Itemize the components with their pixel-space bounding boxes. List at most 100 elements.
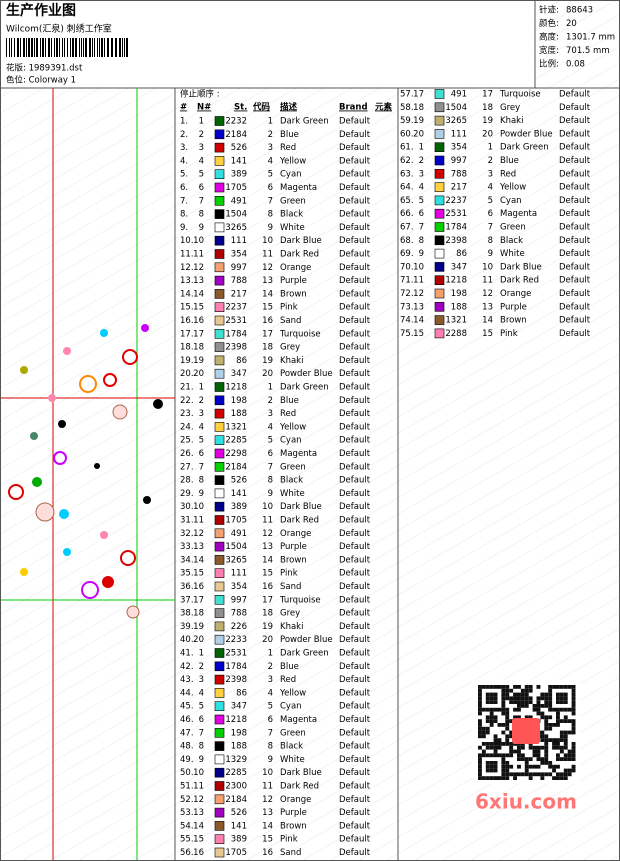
colorway: 色位: Colorway 1 (6, 75, 76, 86)
table-caption: 停止顺序 : (180, 89, 220, 100)
needle: 7 (199, 196, 204, 206)
stitches: 2237 (225, 303, 247, 313)
code: 17 (482, 90, 493, 100)
code: 4 (268, 422, 273, 432)
qr-cell (478, 696, 482, 701)
brand: Default (339, 170, 371, 180)
qr-cell (548, 772, 553, 777)
bar (79, 38, 80, 57)
qr-cell (536, 707, 541, 712)
bar (20, 38, 21, 57)
qr-cell (505, 723, 510, 727)
brand: Default (559, 156, 591, 166)
qr-cell (548, 696, 553, 701)
swatch (214, 515, 225, 525)
qr-cell (544, 757, 549, 761)
qr-cell (552, 768, 556, 773)
qr-cell (489, 745, 494, 750)
needle: 5 (199, 436, 204, 446)
qr-cell (567, 772, 572, 777)
description: Powder Blue (500, 129, 553, 139)
qr-cell (501, 704, 506, 708)
brand: Default (339, 356, 371, 366)
description: Khaki (280, 622, 303, 632)
row-index: 19. (180, 356, 194, 366)
needle: 11 (413, 276, 424, 286)
swatch (214, 794, 225, 805)
qr-cell (489, 685, 494, 689)
bar (23, 38, 25, 57)
qr-cell (497, 742, 502, 746)
swatch (434, 115, 445, 126)
brand: Default (339, 569, 371, 579)
needle: 7 (199, 728, 204, 738)
row-index: 30. (180, 502, 194, 512)
description: Orange (500, 289, 531, 299)
bar (111, 38, 113, 57)
needle: 12 (193, 263, 204, 273)
swatch (214, 781, 225, 791)
bar (14, 38, 15, 57)
brand: Default (339, 236, 371, 246)
needle: 14 (193, 821, 204, 831)
row-index: 38. (180, 609, 194, 619)
stat-value: 20 (566, 19, 577, 29)
qr-cell (501, 776, 506, 780)
row-index: 59. (400, 116, 414, 126)
qr-code (472, 680, 580, 784)
description: Powder Blue (280, 635, 333, 645)
stitches: 217 (231, 289, 247, 299)
qr-cell (556, 700, 560, 704)
qr-cell (513, 707, 517, 712)
qr-cell (524, 700, 529, 704)
code: 10 (482, 262, 493, 272)
row-index: 32. (180, 529, 194, 539)
bar (42, 38, 44, 57)
description: Grey (500, 103, 520, 113)
description: Yellow (279, 422, 306, 432)
stitches: 188 (231, 742, 247, 752)
qr-cell (501, 696, 506, 701)
stitches: 1705 (225, 183, 247, 193)
description: Sand (280, 582, 301, 592)
stitches: 2531 (225, 649, 247, 659)
qr-cell (540, 757, 545, 761)
swatch (214, 382, 225, 392)
qr-cell (478, 730, 482, 735)
description: Cyan (280, 702, 302, 712)
qr-cell (544, 772, 549, 777)
swatch (214, 488, 225, 499)
qr-cell (571, 696, 576, 701)
code: 3 (488, 169, 493, 179)
code: 3 (268, 143, 273, 153)
code: 14 (262, 821, 273, 831)
qr-cell (536, 685, 541, 689)
code: 16 (262, 316, 273, 326)
stitches: 1784 (225, 662, 247, 672)
qr-cell (517, 715, 521, 720)
description: Black (500, 236, 523, 246)
brand: Default (339, 595, 371, 605)
stitches: 526 (231, 476, 247, 486)
row-index: 74. (400, 316, 414, 326)
stitches: 188 (451, 302, 467, 312)
qr-cell (528, 688, 533, 693)
qr-cell (556, 696, 560, 701)
qr-cell (563, 730, 568, 735)
description: Purple (280, 542, 307, 552)
qr-cell (536, 753, 541, 758)
needle: 12 (193, 529, 204, 539)
swatch (214, 568, 225, 579)
qr-cell (481, 726, 486, 731)
brand: Default (339, 516, 371, 526)
row-index: 5. (180, 170, 188, 180)
row-index: 9. (180, 223, 188, 233)
qr-cell (567, 749, 572, 754)
needle: 19 (193, 356, 204, 366)
code: 9 (268, 223, 273, 233)
qr-cell (559, 719, 564, 723)
qr-cell (478, 753, 482, 758)
needle: 11 (193, 516, 204, 526)
qr-cell (478, 761, 482, 765)
